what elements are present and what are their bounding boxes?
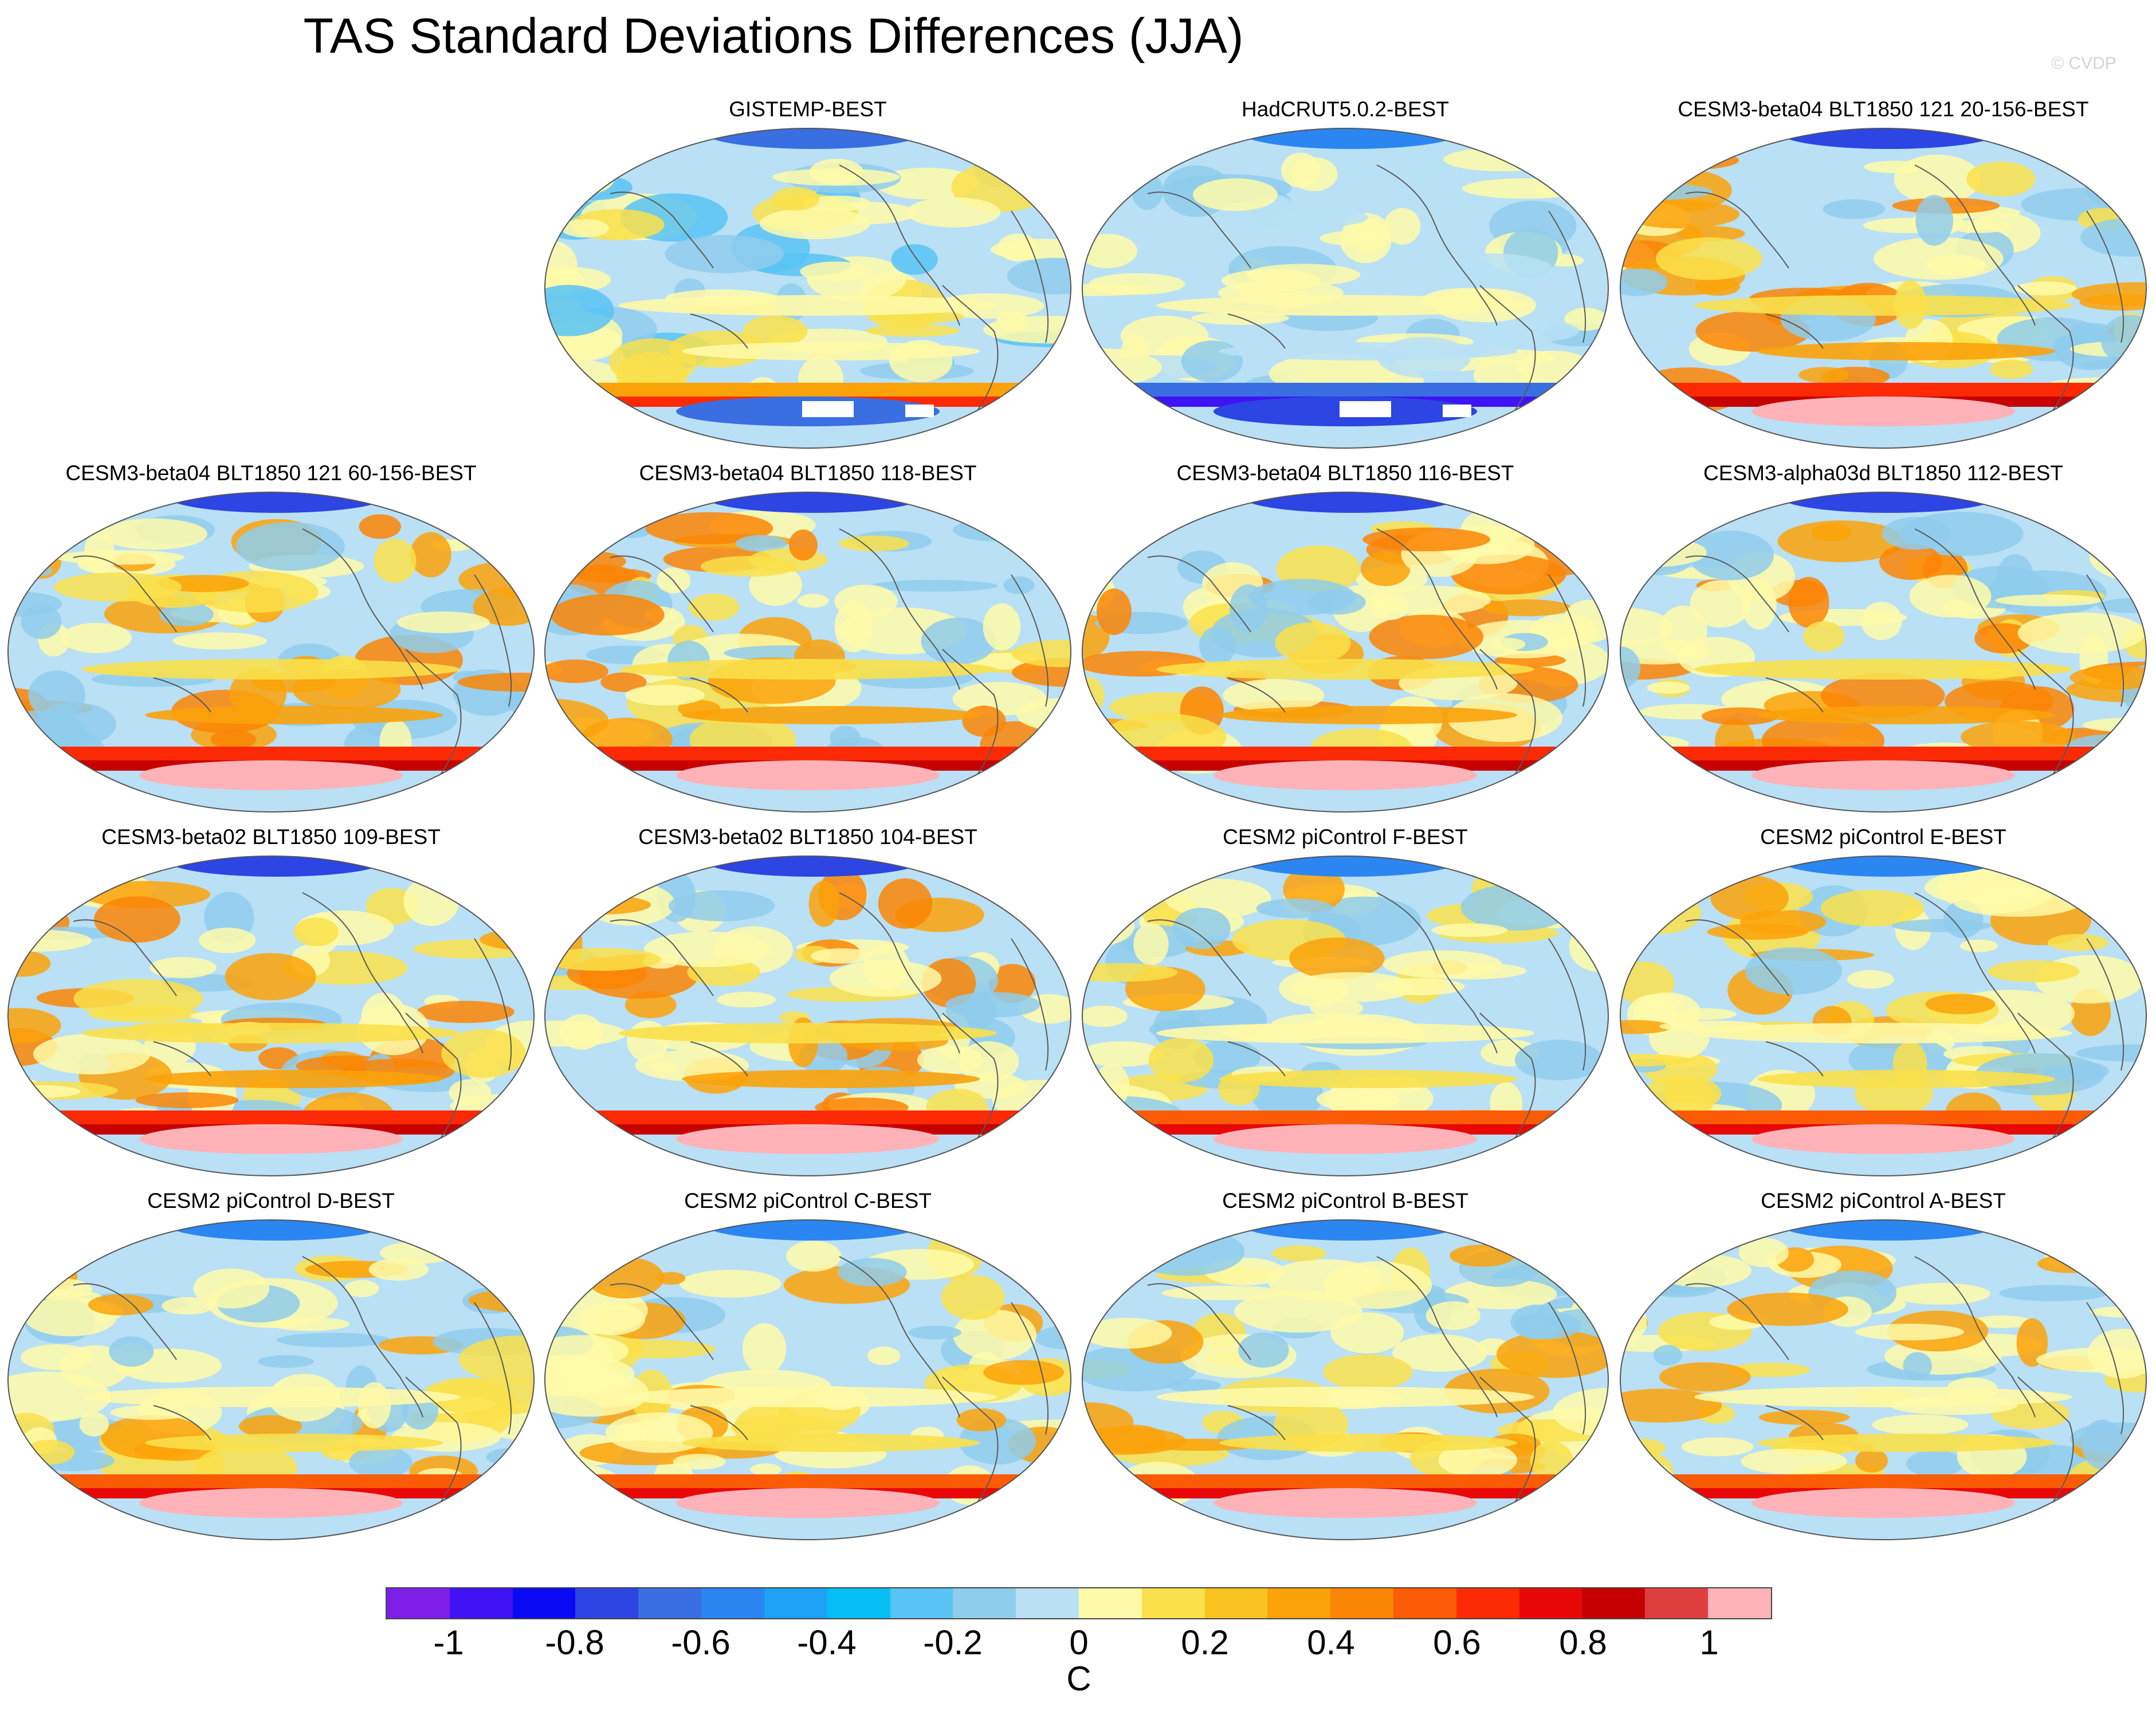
world-map-contour <box>7 492 535 813</box>
colorbar-tick-label: -1 <box>433 1623 464 1662</box>
colorbar-tick-label: -0.4 <box>797 1623 857 1662</box>
map-panel: HadCRUT5.0.2-BEST <box>1079 97 1612 453</box>
world-map-contour <box>1620 128 2147 449</box>
colorbar-tick-label: 0.8 <box>1559 1623 1607 1662</box>
map-panel-title: CESM3-beta02 BLT1850 109-BEST <box>101 825 441 849</box>
colorbar-swatch <box>1645 1588 1709 1618</box>
map-panel: CESM2 piControl F-BEST <box>1079 825 1612 1180</box>
map-panel-title: CESM3-alpha03d BLT1850 112-BEST <box>1703 461 2063 485</box>
map-panel-title: CESM3-beta04 BLT1850 116-BEST <box>1176 461 1514 485</box>
map-panel: CESM2 piControl A-BEST <box>1617 1189 2150 1544</box>
colorbar-swatch <box>387 1588 450 1618</box>
colorbar-swatch <box>1330 1588 1393 1618</box>
map-panel-title: CESM3-beta04 BLT1850 118-BEST <box>639 461 977 485</box>
colorbar-tick-label: 0 <box>1069 1623 1089 1662</box>
map-panel: CESM3-beta02 BLT1850 109-BEST <box>5 825 537 1180</box>
world-map-contour <box>544 492 1071 813</box>
map-panel: CESM2 piControl C-BEST <box>541 1189 1074 1544</box>
world-map-contour <box>7 856 535 1176</box>
map-panel-title: HadCRUT5.0.2-BEST <box>1242 97 1449 121</box>
figure-title: TAS Standard Deviations Differences (JJA… <box>303 9 1244 64</box>
map-panel: CESM2 piControl D-BEST <box>5 1189 537 1544</box>
colorbar-tick-label: 0.2 <box>1181 1623 1229 1662</box>
world-map-contour <box>1082 856 1609 1176</box>
map-panel-title: CESM2 piControl D-BEST <box>147 1189 395 1212</box>
world-map-contour <box>1082 1219 1609 1540</box>
colorbar-tick-label: 0.6 <box>1433 1623 1481 1662</box>
colorbar-tick-label: -0.6 <box>671 1623 731 1662</box>
colorbar-swatch <box>1708 1588 1771 1618</box>
colorbar-tick-label: -0.2 <box>923 1623 983 1662</box>
map-panel-title: CESM3-beta04 BLT1850 121 60-156-BEST <box>65 461 477 485</box>
world-map-contour <box>1620 856 2147 1176</box>
colorbar-swatch <box>1519 1588 1582 1618</box>
colorbar-swatch <box>1393 1588 1456 1618</box>
map-panel-title: CESM2 piControl F-BEST <box>1223 825 1468 849</box>
colorbar-tick-label: -0.8 <box>545 1623 604 1662</box>
world-map-contour <box>1620 1219 2147 1540</box>
map-panel: CESM3-alpha03d BLT1850 112-BEST <box>1617 461 2150 817</box>
map-panel-title: CESM3-beta04 BLT1850 121 20-156-BEST <box>1678 97 2089 121</box>
world-map-contour <box>7 1219 535 1540</box>
colorbar-swatch <box>449 1588 513 1618</box>
world-map-contour <box>1620 492 2147 813</box>
map-panel: CESM3-beta04 BLT1850 118-BEST <box>541 461 1074 817</box>
map-panel-title: CESM3-beta02 BLT1850 104-BEST <box>638 825 977 849</box>
colorbar <box>386 1587 1772 1619</box>
map-panel: CESM3-beta02 BLT1850 104-BEST <box>541 825 1074 1180</box>
colorbar-swatch <box>1016 1588 1079 1618</box>
colorbar-swatch <box>827 1588 890 1618</box>
colorbar-swatch <box>575 1588 639 1618</box>
map-panel-title: GISTEMP-BEST <box>729 97 887 121</box>
colorbar-swatch <box>701 1588 764 1618</box>
world-map-contour <box>544 128 1071 449</box>
map-panel-title: CESM2 piControl B-BEST <box>1222 1189 1468 1212</box>
colorbar-swatch <box>1267 1588 1331 1618</box>
colorbar-swatch <box>512 1588 576 1618</box>
colorbar-swatch <box>638 1588 702 1618</box>
map-panel: CESM3-beta04 BLT1850 121 60-156-BEST <box>5 461 537 817</box>
map-panel-title: CESM2 piControl A-BEST <box>1761 1189 2006 1212</box>
colorbar-swatch <box>953 1588 1016 1618</box>
colorbar-swatch <box>1204 1588 1268 1618</box>
map-panel-title: CESM2 piControl C-BEST <box>684 1189 932 1212</box>
colorbar-tick-label: 0.4 <box>1307 1623 1355 1662</box>
world-map-contour <box>1082 492 1609 813</box>
map-panel: CESM2 piControl E-BEST <box>1617 825 2150 1180</box>
colorbar-swatch <box>890 1588 953 1618</box>
cvdp-watermark: © CVDP <box>2051 54 2116 73</box>
map-panel-title: CESM2 piControl E-BEST <box>1760 825 2006 849</box>
map-panel: CESM2 piControl B-BEST <box>1079 1189 1612 1544</box>
colorbar-swatch <box>1078 1588 1142 1618</box>
world-map-contour <box>544 856 1071 1176</box>
map-panel: CESM3-beta04 BLT1850 121 20-156-BEST <box>1617 97 2150 453</box>
map-panel: GISTEMP-BEST <box>541 97 1074 453</box>
colorbar-swatch <box>764 1588 827 1618</box>
colorbar-swatch <box>1582 1588 1646 1618</box>
colorbar-units: C <box>1066 1659 1091 1698</box>
map-panel: CESM3-beta04 BLT1850 116-BEST <box>1079 461 1612 817</box>
world-map-contour <box>1082 128 1609 449</box>
colorbar-swatch <box>1141 1588 1205 1618</box>
colorbar-tick-label: 1 <box>1699 1623 1719 1662</box>
world-map-contour <box>544 1219 1071 1540</box>
colorbar-swatch <box>1456 1588 1519 1618</box>
